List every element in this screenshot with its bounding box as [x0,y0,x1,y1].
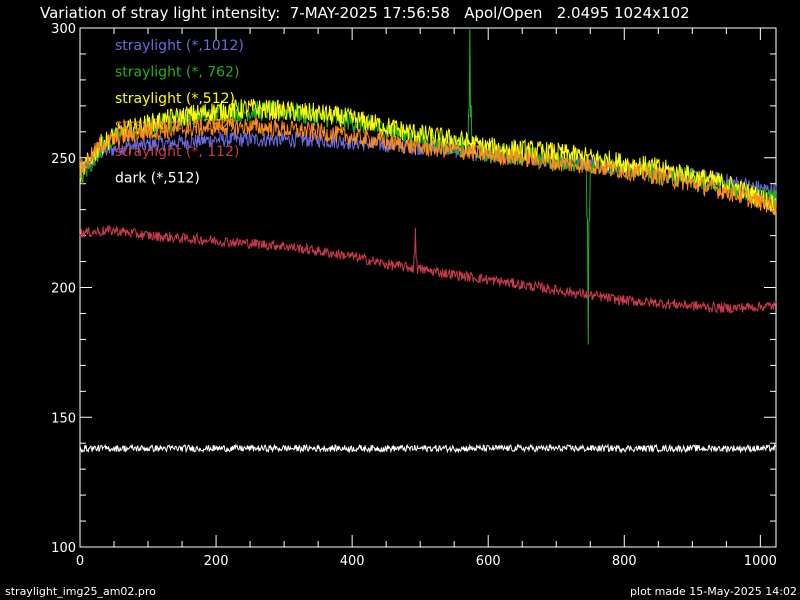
footer-plot-date: plot made 15-May-2025 14:02 [630,585,797,598]
legend-entry: straylight (*,512) [115,91,235,107]
series-line-4 [79,224,777,314]
legend: straylight (*,1012) straylight (*, 762) st… [115,38,244,187]
series-lines [79,27,777,454]
series-line-3 [79,117,777,216]
x-tick-label: 400 [340,554,365,569]
legend-entry: straylight (*,262) [115,118,235,134]
series-line-2 [79,98,777,216]
y-tick-label: 150 [51,411,76,426]
axis-ticks: 0 200 400 600 800 1000 100 150 200 250 300 [51,22,777,569]
x-tick-label: 200 [204,554,229,569]
legend-entry: straylight (*,1012) [115,38,244,54]
x-tick-label: 0 [76,554,84,569]
legend-entry: dark (*,512) [115,171,200,187]
y-tick-label: 100 [51,541,76,556]
chart-title: Variation of stray light intensity: 7-MA… [40,4,690,22]
x-tick-label: 600 [476,554,501,569]
y-tick-label: 300 [51,22,76,37]
footer-source-file: straylight_img25_am02.pro [5,585,156,598]
x-tick-label: 800 [612,554,637,569]
legend-entry: straylight (*, 112) [115,144,239,160]
y-tick-label: 200 [51,282,76,297]
series-line-5 [79,443,777,454]
x-tick-label: 1000 [744,554,777,569]
y-tick-label: 250 [51,152,76,167]
legend-entry: straylight (*, 762) [115,65,239,81]
